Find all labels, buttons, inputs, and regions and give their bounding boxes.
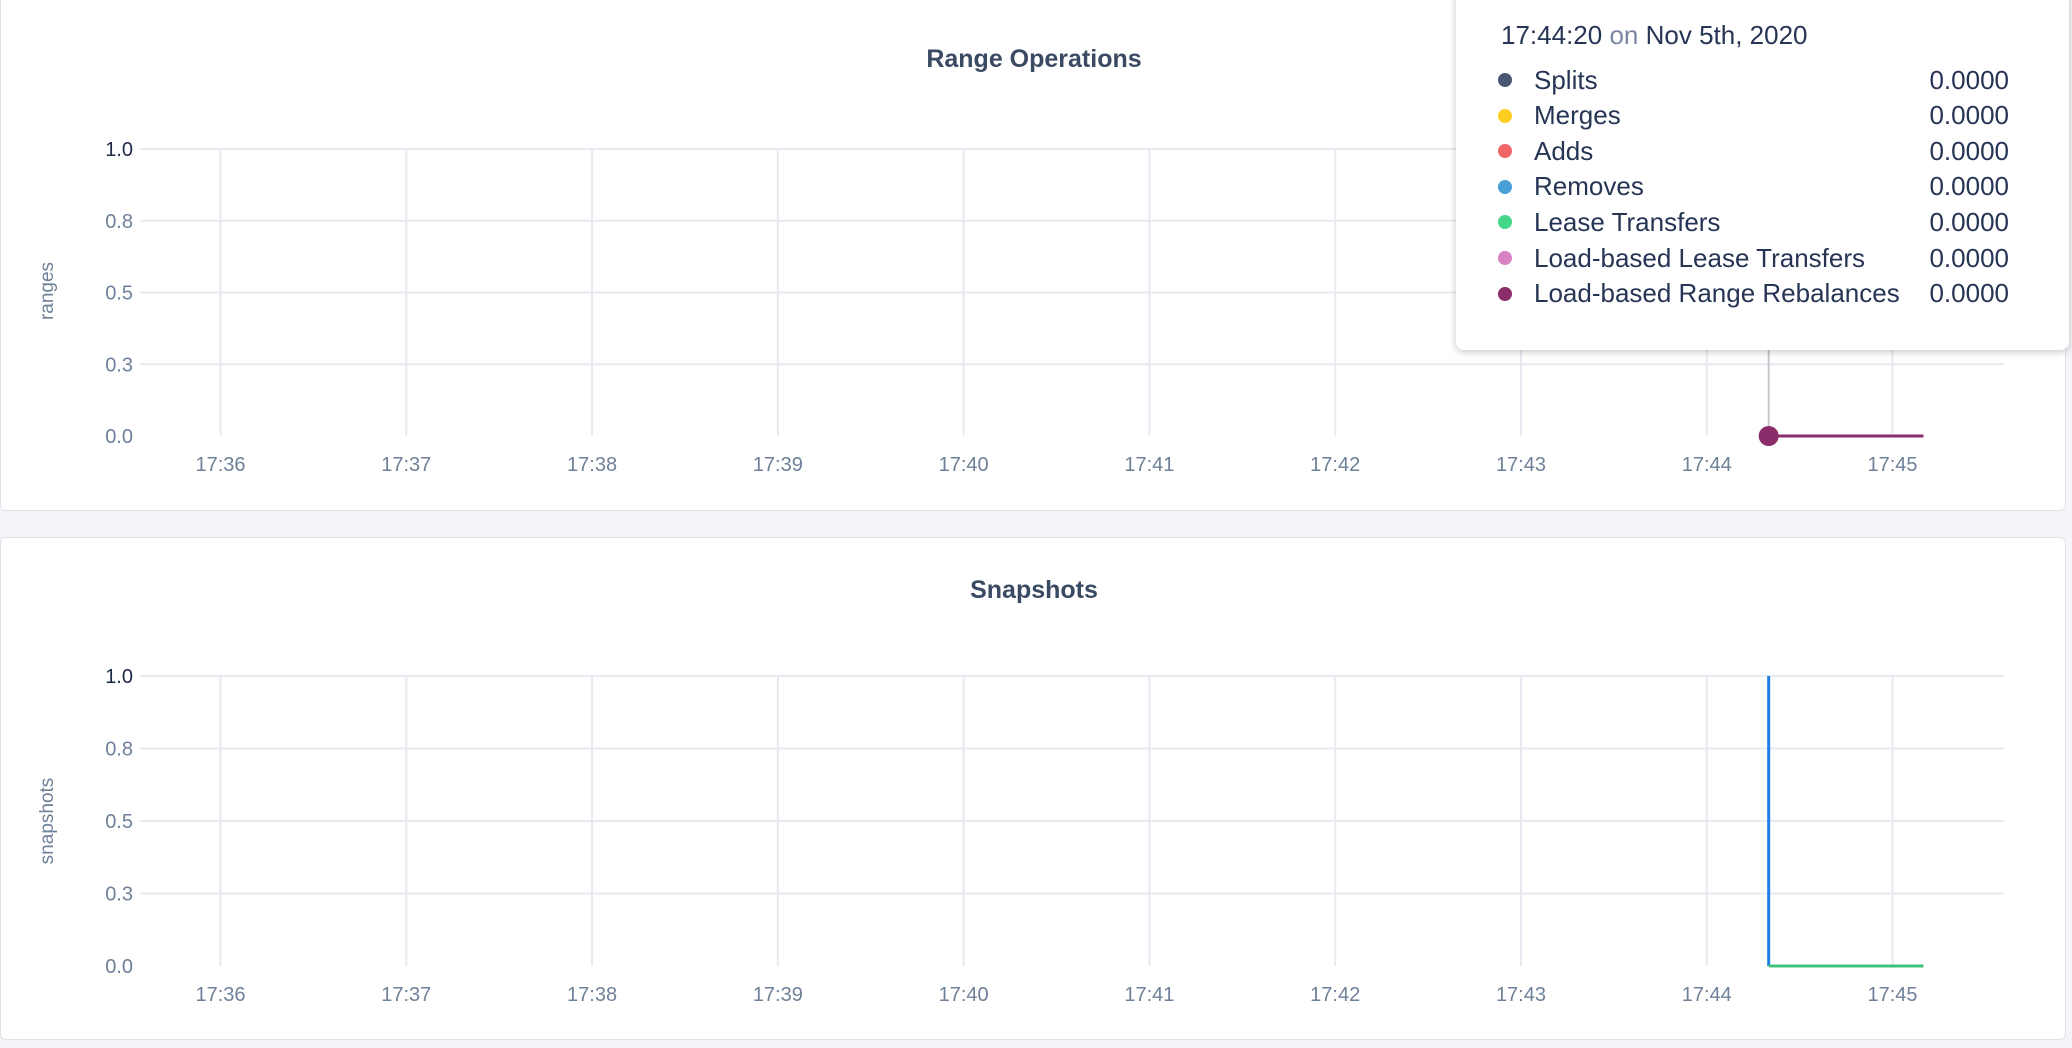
series-color-dot-icon xyxy=(1498,179,1512,194)
y-tick-label: 0.8 xyxy=(105,739,133,761)
y-tick-label: 0.0 xyxy=(105,956,133,978)
series-label: Splits xyxy=(1534,64,1598,95)
x-tick-label: 17:40 xyxy=(939,454,989,476)
tooltip-row: Removes 0.0000 xyxy=(1498,170,2009,204)
x-tick-label: 17:39 xyxy=(753,454,803,476)
tooltip-row: Adds 0.0000 xyxy=(1498,134,2009,168)
x-tick-label: 17:39 xyxy=(753,984,803,1006)
x-tick-label: 17:42 xyxy=(1310,454,1360,476)
series-label: Adds xyxy=(1534,135,1594,166)
y-tick-label: 0.5 xyxy=(105,811,133,833)
hover-point xyxy=(1758,426,1779,446)
x-tick-label: 17:37 xyxy=(381,454,431,476)
snapshots-chart[interactable]: Snapshots snapshots 0.0 0.3 0.5 0.8 1.0 17:36… xyxy=(1,538,2067,1041)
x-tick-label: 17:41 xyxy=(1124,984,1174,1006)
y-axis-label: snapshots xyxy=(37,778,58,865)
series-label: Load-based Range Rebalances xyxy=(1534,278,1900,309)
x-tick-label: 17:44 xyxy=(1682,984,1732,1006)
series-value: 0.0000 xyxy=(1929,278,2009,309)
x-tick-label: 17:40 xyxy=(939,984,989,1006)
series-label: Load-based Lease Transfers xyxy=(1534,242,1865,273)
x-tick-label: 17:43 xyxy=(1496,454,1546,476)
x-tick-label: 17:44 xyxy=(1682,454,1732,476)
x-tick-label: 17:43 xyxy=(1496,984,1546,1006)
tooltip-row: Lease Transfers 0.0000 xyxy=(1498,205,2009,239)
x-tick-label: 17:36 xyxy=(195,984,245,1006)
x-tick-label: 17:45 xyxy=(1868,984,1918,1006)
x-tick-label: 17:36 xyxy=(195,454,245,476)
x-tick-label: 17:45 xyxy=(1868,454,1918,476)
x-tick-label: 17:38 xyxy=(567,984,617,1006)
y-tick-label: 0.8 xyxy=(105,211,133,233)
snapshots-panel: Snapshots snapshots 0.0 0.3 0.5 0.8 1.0 17:36… xyxy=(0,537,2066,1040)
tooltip-row: Load-based Lease Transfers 0.0000 xyxy=(1498,241,2009,275)
tooltip-timestamp: 17:44:20 on Nov 5th, 2020 xyxy=(1501,20,1808,51)
series-color-dot-icon xyxy=(1498,73,1512,87)
series-color-dot-icon xyxy=(1498,108,1512,123)
y-tick-label: 0.0 xyxy=(105,426,133,448)
tooltip-time: 17:44:20 xyxy=(1501,20,1603,50)
series-value: 0.0000 xyxy=(1929,135,2009,166)
tooltip-row: Load-based Range Rebalances 0.0000 xyxy=(1498,277,2009,311)
y-tick-label: 0.5 xyxy=(105,283,133,305)
series-value: 0.0000 xyxy=(1929,242,2009,273)
series-value: 0.0000 xyxy=(1929,100,2009,131)
series-value: 0.0000 xyxy=(1929,171,2009,202)
series-value: 0.0000 xyxy=(1929,64,2009,95)
x-tick-label: 17:42 xyxy=(1310,984,1360,1006)
x-tick-label: 17:37 xyxy=(381,984,431,1006)
series-label: Removes xyxy=(1534,171,1644,202)
series-color-dot-icon xyxy=(1498,286,1512,301)
series-label: Lease Transfers xyxy=(1534,206,1721,237)
x-tick-label: 17:41 xyxy=(1124,454,1174,476)
chart-title: Snapshots xyxy=(970,576,1098,604)
tooltip-on: on xyxy=(1609,20,1639,50)
series-color-dot-icon xyxy=(1498,251,1512,265)
series-label: Merges xyxy=(1534,100,1621,131)
series-color-dot-icon xyxy=(1498,144,1512,159)
grid xyxy=(140,675,2004,966)
y-axis-label: ranges xyxy=(37,262,58,320)
series-value: 0.0000 xyxy=(1929,206,2009,237)
x-tick-label: 17:38 xyxy=(567,454,617,476)
y-tick-label: 1.0 xyxy=(105,139,133,161)
y-tick-label: 0.3 xyxy=(105,354,133,376)
tooltip-row: Splits 0.0000 xyxy=(1498,63,2009,97)
series-color-dot-icon xyxy=(1498,215,1512,230)
y-tick-label: 0.3 xyxy=(105,884,133,906)
chart-tooltip: 17:44:20 on Nov 5th, 2020 Splits 0.0000 Me… xyxy=(1456,0,2069,350)
tooltip-date: Nov 5th, 2020 xyxy=(1645,20,1808,50)
chart-title: Range Operations xyxy=(926,45,1141,73)
tooltip-row: Merges 0.0000 xyxy=(1498,99,2009,133)
y-tick-label: 1.0 xyxy=(105,666,133,688)
